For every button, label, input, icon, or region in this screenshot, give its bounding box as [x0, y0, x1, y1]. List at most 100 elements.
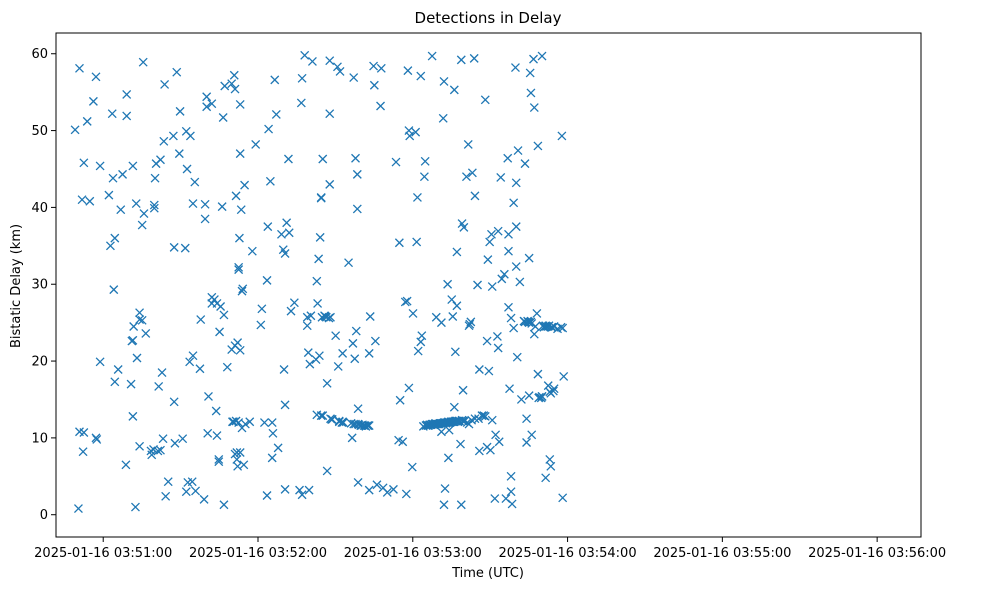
data-point [325, 109, 335, 119]
data-point [412, 192, 422, 202]
data-point [463, 139, 473, 149]
data-point [449, 85, 459, 95]
data-point [440, 484, 450, 494]
data-point [135, 315, 145, 325]
data-point [407, 462, 417, 472]
data-point [529, 329, 539, 339]
data-point [316, 193, 326, 203]
data-point [132, 353, 142, 363]
y-tick-label: 20 [31, 355, 48, 370]
data-point [240, 180, 250, 190]
data-point [139, 209, 149, 219]
data-point [108, 173, 118, 183]
data-point [280, 249, 290, 258]
data-point [511, 222, 521, 232]
data-point [506, 313, 516, 323]
data-point [203, 428, 213, 438]
data-point [388, 484, 398, 494]
data-point [465, 319, 475, 329]
data-point [126, 379, 136, 389]
data-point [401, 489, 411, 499]
data-point [181, 487, 191, 497]
data-point [510, 63, 520, 73]
data-point [222, 362, 232, 372]
data-point [504, 229, 513, 239]
data-point [234, 262, 244, 272]
data-point [494, 437, 504, 447]
data-point [412, 237, 422, 247]
data-point [470, 414, 480, 424]
data-point [79, 428, 89, 437]
data-point [200, 199, 210, 209]
data-point [265, 176, 275, 186]
data-point [558, 493, 568, 503]
data-point [191, 486, 201, 496]
data-point [541, 473, 551, 483]
data-point [470, 191, 480, 201]
data-point [196, 315, 206, 325]
data-point [352, 169, 362, 179]
data-point [231, 191, 241, 201]
data-point [130, 502, 140, 512]
data-point [459, 222, 469, 232]
data-point [547, 322, 557, 332]
data-point [524, 318, 534, 328]
data-point [326, 312, 335, 322]
data-point [533, 369, 543, 379]
data-point [302, 321, 312, 331]
data-point [524, 391, 534, 401]
data-point [522, 438, 532, 447]
data-point [297, 490, 307, 500]
data-point [546, 461, 556, 471]
data-point [150, 173, 160, 183]
data-point [416, 71, 426, 81]
data-point [391, 157, 401, 167]
data-point [515, 277, 525, 287]
data-point [394, 238, 404, 248]
data-point [411, 127, 421, 137]
data-point [351, 326, 361, 336]
data-point [530, 322, 540, 331]
data-point [300, 50, 310, 60]
data-point [369, 61, 379, 71]
data-point [512, 352, 522, 362]
data-point [496, 172, 506, 182]
x-axis: 2025-01-16 03:51:00 2025-01-16 03:52:00 20… [34, 537, 946, 561]
data-point [352, 204, 362, 214]
data-point [158, 434, 168, 444]
data-point [527, 430, 537, 440]
data-point [235, 149, 245, 159]
data-point [436, 427, 446, 437]
data-point [105, 241, 115, 251]
data-point [188, 351, 198, 361]
data-point [282, 218, 292, 228]
data-point [353, 477, 363, 487]
data-point [279, 365, 289, 374]
x-tick-label: 2025-01-16 03:53:00 [344, 546, 482, 561]
data-point [202, 102, 212, 112]
data-point [277, 229, 286, 239]
data-point [187, 477, 197, 487]
data-point [262, 491, 272, 500]
data-point [439, 76, 449, 86]
y-tick-label: 60 [31, 47, 48, 62]
data-point [91, 72, 101, 82]
data-point [185, 131, 195, 141]
data-point [458, 385, 468, 395]
data-point [214, 454, 224, 464]
data-point [122, 90, 132, 99]
data-point [230, 84, 240, 94]
data-point [231, 416, 241, 426]
data-point [128, 161, 138, 171]
data-point [499, 269, 509, 279]
data-point [347, 433, 357, 443]
data-point [444, 425, 454, 435]
chart-title: Detections in Delay [415, 9, 562, 27]
data-point [135, 441, 145, 451]
data-point [239, 460, 249, 470]
data-point [436, 318, 446, 328]
data-point [202, 92, 212, 102]
data-point [403, 66, 413, 76]
data-point [474, 365, 484, 374]
